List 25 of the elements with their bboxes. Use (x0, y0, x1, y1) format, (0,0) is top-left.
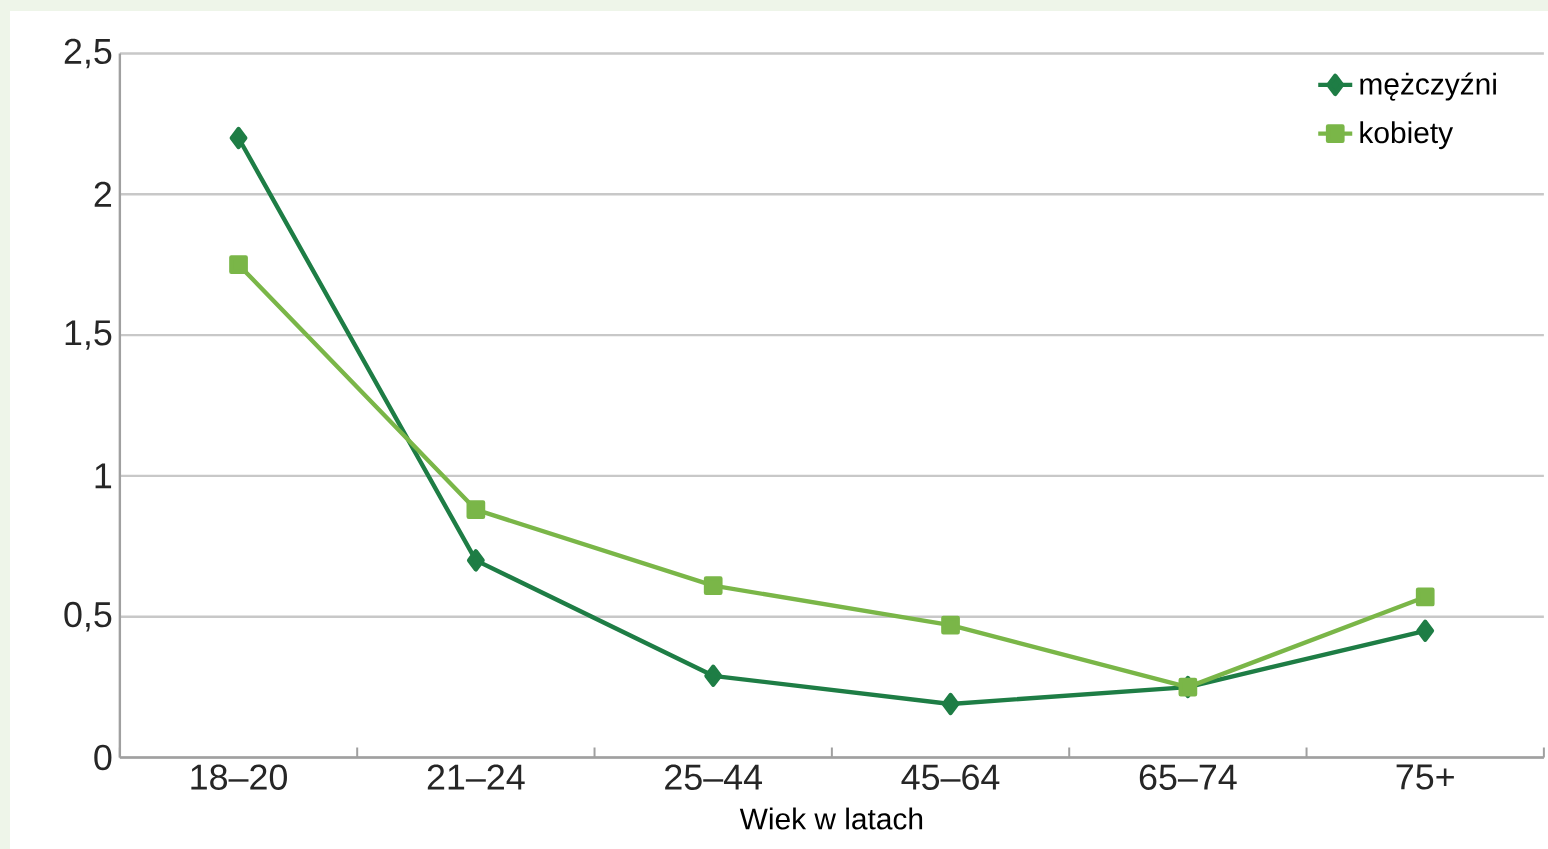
y-tick-label: 0 (94, 744, 112, 771)
point (229, 255, 248, 275)
x-tick-label: 45–64 (901, 764, 1000, 790)
point (941, 615, 960, 635)
legend-label: mężczyźni (1360, 72, 1496, 101)
x-tick-label: 18–20 (191, 764, 287, 790)
x-tick-label: 25–44 (665, 764, 763, 790)
y-tick-label: 1 (95, 463, 112, 489)
point (941, 692, 960, 716)
point (1415, 587, 1435, 607)
point (703, 576, 723, 596)
x-axis-title: Wiek w latach (739, 807, 923, 830)
y-tick-label: 2 (94, 181, 112, 207)
y-tick-label: 0,5 (64, 601, 112, 632)
point (466, 500, 486, 520)
point (229, 126, 248, 150)
point (466, 549, 485, 572)
x-tick-label: 75+ (1396, 764, 1454, 790)
x-tick-label: 65–74 (1139, 764, 1237, 790)
legend-label: kobiety (1360, 121, 1454, 150)
point (704, 664, 723, 687)
point (1416, 619, 1435, 642)
y-tick-label: 1,5 (65, 320, 112, 350)
y-tick-label: 2,5 (64, 38, 112, 69)
x-tick-label: 21–24 (427, 764, 525, 790)
